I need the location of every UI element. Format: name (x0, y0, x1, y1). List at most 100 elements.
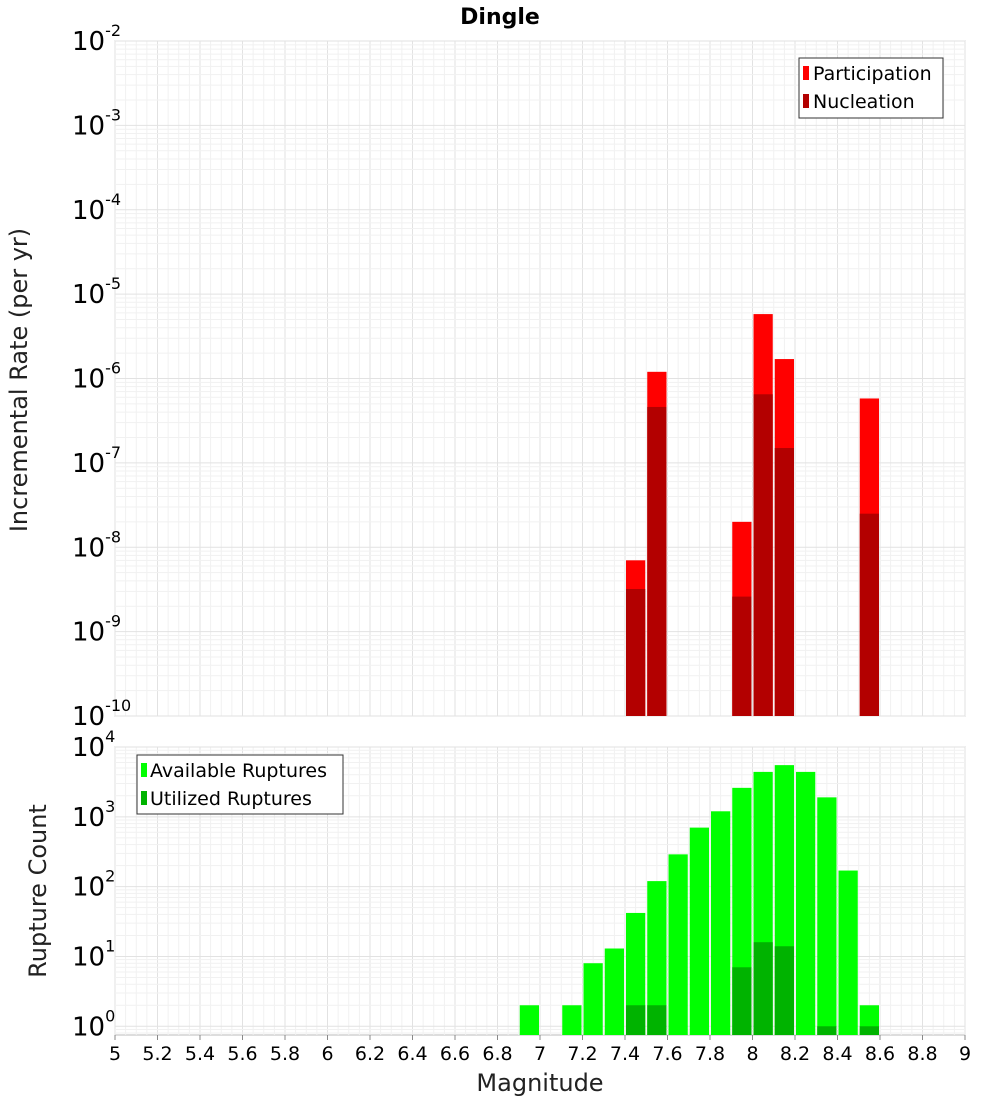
legend-swatch-utilized (141, 791, 147, 805)
top-y-tick-label: 10-7 (72, 443, 121, 479)
x-tick-label: 7.4 (610, 1043, 640, 1065)
x-tick-label: 8.8 (907, 1043, 937, 1065)
bottom-bar-utilized-ruptures (626, 1005, 646, 1035)
bottom-bar-available-ruptures (583, 963, 603, 1035)
top-y-tick-label: 10-6 (72, 359, 121, 395)
bottom-bar-utilized-ruptures (774, 946, 794, 1035)
x-tick-label: 6.2 (355, 1043, 385, 1065)
bottom-bar-utilized-ruptures (647, 1005, 667, 1035)
bottom-bar-available-ruptures (668, 854, 688, 1035)
bottom-legend: Available Ruptures Utilized Ruptures (136, 754, 344, 815)
bottom-bar-available-ruptures (626, 912, 646, 1035)
y-tick-exponent: -6 (105, 359, 121, 378)
y-tick-exponent: -10 (105, 696, 131, 715)
top-bar-nucleation (732, 596, 752, 716)
x-ticks: 5 5.2 5.4 5.6 5.8 6 6.2 6.4 6.6 6.8 7 7.2 7.4 7.6 7.8 8… (109, 1035, 971, 1065)
legend-label-utilized: Utilized Ruptures (150, 788, 312, 810)
top-y-tick-label: 10-10 (72, 696, 131, 732)
x-tick-label: 6.8 (482, 1043, 512, 1065)
legend-label-participation: Participation (813, 63, 932, 85)
top-bar-nucleation (647, 406, 667, 716)
top-y-tick-label: 10-4 (72, 190, 121, 226)
bottom-gridlines (114, 746, 966, 1035)
x-tick-label: 8.4 (822, 1043, 852, 1065)
bottom-y-tick-label: 100 (72, 1006, 115, 1042)
x-tick-label: 8 (746, 1043, 758, 1065)
top-y-tick-label: 10-9 (72, 612, 121, 648)
x-tick-label: 7.8 (695, 1043, 725, 1065)
x-axis-label: Magnitude (476, 1069, 603, 1097)
bottom-legend-box (136, 754, 344, 815)
bottom-y-tick-label: 104 (72, 727, 115, 763)
x-tick-label: 9 (959, 1043, 971, 1065)
bottom-bar-available-ruptures (711, 811, 731, 1035)
y-tick-exponent: -7 (105, 443, 121, 462)
bottom-y-axis-label: Rupture Count (24, 804, 52, 978)
x-tick-label: 8.6 (865, 1043, 895, 1065)
top-y-ticks: 10-10 10-9 10-8 10-7 10-6 10-5 10-4 10-3 10-2 (72, 21, 131, 732)
top-y-tick-label: 10-2 (72, 21, 121, 57)
top-bar-nucleation (774, 448, 794, 716)
bottom-bar-utilized-ruptures (859, 1026, 879, 1035)
x-tick-label: 5 (109, 1043, 121, 1065)
bottom-bar-available-ruptures (519, 1005, 539, 1035)
chart-title: Dingle (460, 5, 540, 30)
y-tick-exponent: -5 (105, 274, 121, 293)
y-tick-exponent: 2 (105, 867, 115, 886)
top-bar-nucleation (859, 513, 879, 716)
top-y-tick-label: 10-5 (72, 274, 121, 310)
y-tick-exponent: 0 (105, 1006, 115, 1025)
x-tick-label: 5.8 (270, 1043, 300, 1065)
x-tick-label: 8.2 (780, 1043, 810, 1065)
bottom-bar-available-ruptures (562, 1005, 582, 1035)
top-y-tick-label: 10-3 (72, 105, 121, 141)
legend-label-nucleation: Nucleation (813, 91, 915, 113)
x-tick-label: 6.6 (440, 1043, 470, 1065)
top-bars (626, 314, 879, 716)
bottom-bar-available-ruptures (604, 948, 624, 1035)
x-tick-label: 5.4 (185, 1043, 215, 1065)
bottom-bar-utilized-ruptures (732, 967, 752, 1035)
bottom-bar-utilized-ruptures (817, 1026, 837, 1035)
x-tick-label: 7.2 (567, 1043, 597, 1065)
x-tick-label: 6.4 (397, 1043, 427, 1065)
bottom-bar-available-ruptures (796, 771, 816, 1035)
bottom-bar-available-ruptures (838, 870, 858, 1035)
y-tick-exponent: -3 (105, 105, 121, 124)
x-tick-label: 5.6 (227, 1043, 257, 1065)
bottom-bars (519, 765, 879, 1035)
x-tick-label: 5.2 (142, 1043, 172, 1065)
y-tick-exponent: -2 (105, 21, 121, 40)
x-tick-label: 7.6 (652, 1043, 682, 1065)
top-legend: Participation Nucleation (798, 57, 944, 119)
top-y-axis-label: Incremental Rate (per yr) (5, 228, 33, 532)
y-tick-exponent: 4 (105, 727, 115, 746)
legend-label-available: Available Ruptures (150, 760, 327, 782)
y-tick-exponent: 1 (105, 936, 115, 955)
bottom-y-tick-label: 102 (72, 867, 115, 903)
bottom-y-tick-label: 103 (72, 797, 115, 833)
y-tick-exponent: -8 (105, 527, 121, 546)
bottom-bar-available-ruptures (817, 797, 837, 1035)
y-tick-exponent: 3 (105, 797, 115, 816)
top-panel: 10-10 10-9 10-8 10-7 10-6 10-5 10-4 10-3 10-2 In… (5, 21, 966, 732)
top-bar-nucleation (753, 394, 773, 716)
x-tick-label: 7 (534, 1043, 546, 1065)
x-tick-label: 6 (321, 1043, 333, 1065)
bottom-bar-available-ruptures (689, 827, 709, 1035)
y-tick-exponent: -9 (105, 612, 121, 631)
legend-swatch-nucleation (803, 94, 809, 108)
top-bar-nucleation (626, 589, 646, 716)
top-legend-box (798, 57, 944, 119)
legend-swatch-participation (803, 66, 809, 80)
bottom-y-tick-label: 101 (72, 936, 115, 972)
top-gridlines (114, 40, 966, 717)
bottom-bar-utilized-ruptures (753, 942, 773, 1035)
y-tick-exponent: -4 (105, 190, 121, 209)
legend-swatch-available (141, 763, 147, 777)
bottom-bar-available-ruptures (647, 881, 667, 1035)
top-y-tick-label: 10-8 (72, 527, 121, 563)
